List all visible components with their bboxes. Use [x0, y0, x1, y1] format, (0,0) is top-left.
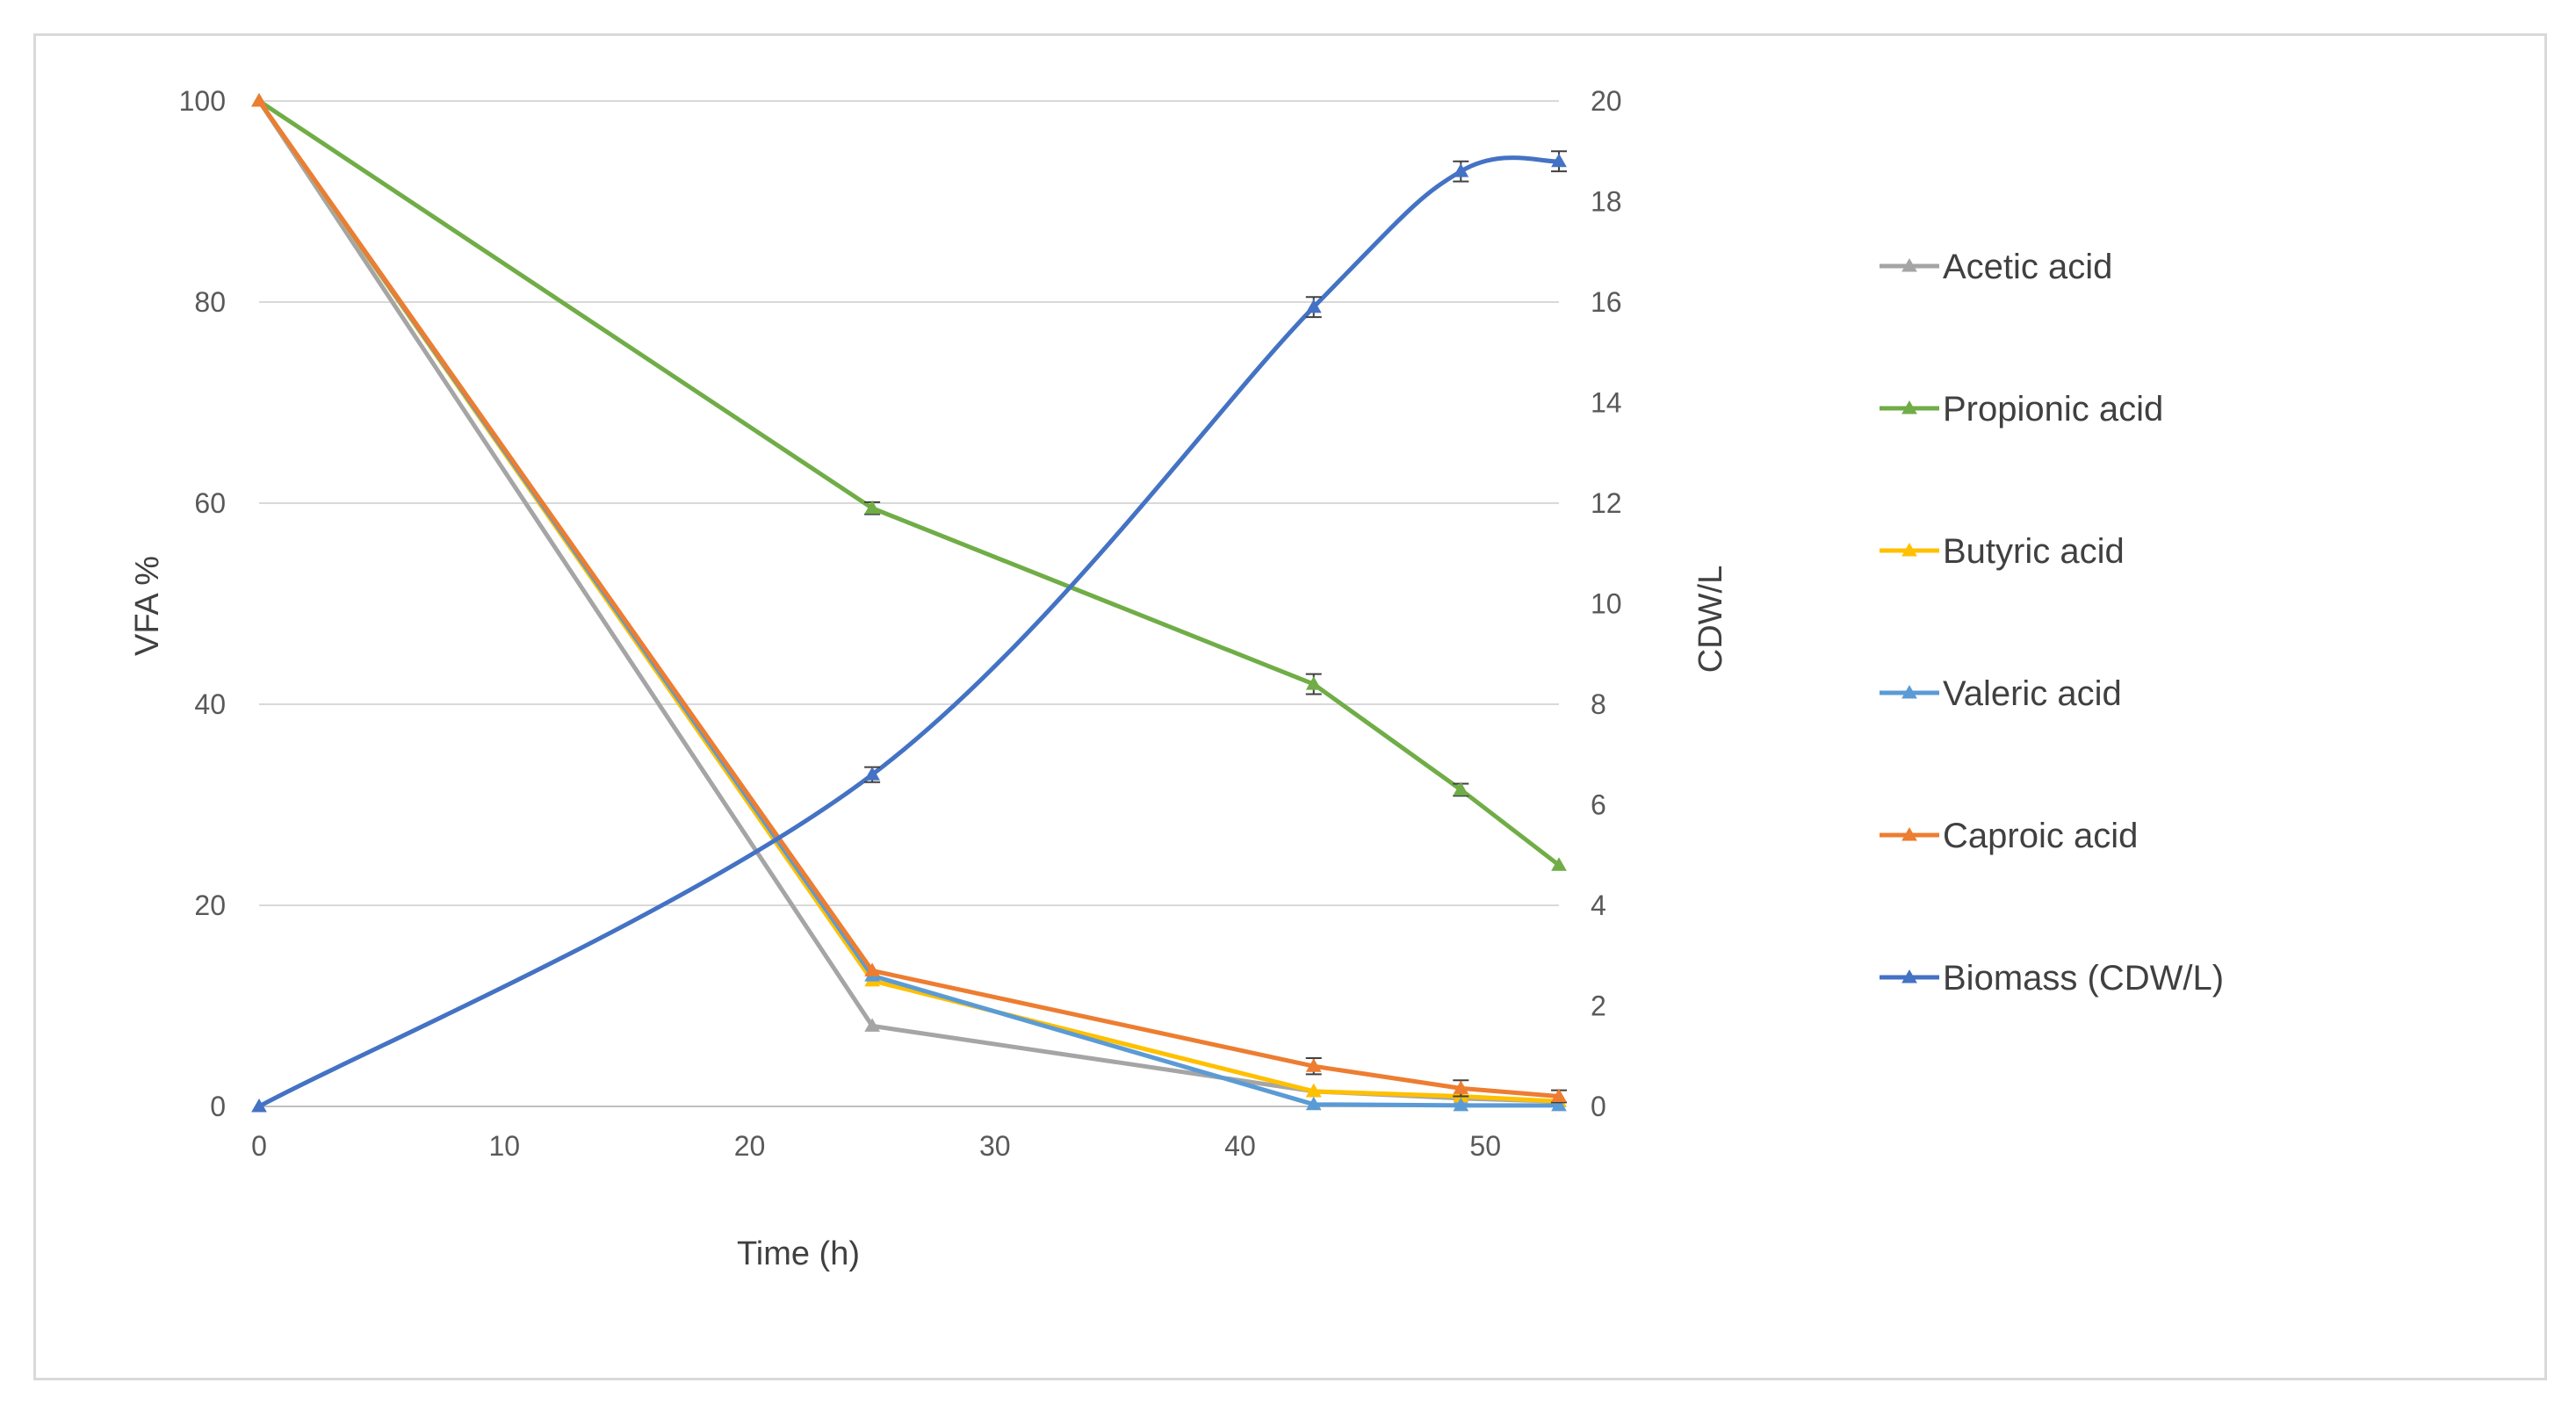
data-point	[1551, 1097, 1567, 1112]
y2-tick-label: 6	[1591, 789, 1606, 821]
y-tick-label: 80	[194, 286, 226, 318]
legend-label: Caproic acid	[1943, 817, 2138, 855]
series-line	[256, 99, 1560, 1099]
y2-tick-label: 2	[1591, 991, 1606, 1022]
data-point	[1305, 299, 1322, 313]
y2-tick-label: 10	[1591, 588, 1622, 620]
legend: Acetic acid Propionic acid Butyric acid Val…	[1880, 248, 2224, 998]
series-line	[257, 98, 1561, 868]
y2-tick-label: 8	[1591, 688, 1606, 720]
data-point	[251, 92, 267, 107]
data-point	[864, 1018, 880, 1032]
data-point	[864, 500, 880, 515]
y2-axis-title: CDW/L	[1692, 566, 1729, 673]
series-line	[257, 155, 1560, 1109]
legend-label: Butyric acid	[1943, 532, 2125, 571]
y2-tick-label: 0	[1591, 1091, 1606, 1122]
y-tick-label: 0	[210, 1091, 226, 1122]
legend-item: Propionic acid	[1880, 390, 2163, 429]
data-point	[1453, 163, 1469, 177]
x-axis-ticks: 0 10 20 30 40 50	[251, 1130, 1501, 1162]
legend-item: Butyric acid	[1880, 532, 2125, 571]
data-point	[1551, 857, 1567, 871]
y-tick-label: 100	[179, 85, 226, 117]
series-caproic-acid	[251, 92, 1567, 1104]
y-axis-ticks: 0 20 40 60 80 100	[179, 85, 226, 1122]
gridlines	[259, 100, 1559, 1107]
series-line	[256, 99, 1560, 1104]
legend-label: Propionic acid	[1943, 390, 2163, 429]
legend-item: Acetic acid	[1880, 248, 2112, 286]
y2-tick-label: 14	[1591, 387, 1622, 419]
y2-tick-label: 20	[1591, 85, 1622, 117]
data-point	[1453, 1097, 1469, 1112]
y2-tick-label: 12	[1591, 487, 1622, 519]
legend-label: Acetic acid	[1943, 248, 2112, 286]
legend-item: Valeric acid	[1880, 674, 2122, 713]
x-tick-label: 20	[734, 1130, 766, 1162]
y-tick-label: 40	[194, 688, 226, 720]
data-point	[1901, 400, 1917, 414]
data-point	[1453, 782, 1469, 796]
data-point	[1901, 542, 1917, 557]
legend-item: Caproic acid	[1880, 817, 2138, 855]
y2-tick-label: 16	[1591, 286, 1622, 318]
series-biomass-cdw-l	[251, 150, 1567, 1113]
x-axis-title: Time (h)	[737, 1236, 860, 1272]
series-acetic-acid	[251, 92, 1567, 1107]
data-point	[1453, 1080, 1469, 1094]
x-tick-label: 30	[979, 1130, 1011, 1162]
data-point	[1551, 1088, 1567, 1103]
data-point	[864, 962, 880, 976]
x-tick-label: 40	[1224, 1130, 1256, 1162]
data-point	[1305, 676, 1322, 690]
chart-frame	[33, 33, 2547, 1380]
data-point	[864, 767, 880, 781]
series-line	[256, 99, 1559, 1108]
x-tick-label: 0	[251, 1130, 267, 1162]
data-point	[251, 1098, 267, 1113]
data-point	[1901, 684, 1917, 699]
data-point	[1551, 153, 1567, 168]
legend-label: Biomass (CDW/L)	[1943, 959, 2224, 998]
data-point	[1901, 826, 1917, 841]
y2-axis-ticks: 0 2 4 6 8 10 12 14 16 18 20	[1591, 85, 1622, 1122]
data-point	[1305, 1096, 1322, 1111]
series-butyric-acid	[251, 92, 1567, 1107]
y-tick-label: 20	[194, 890, 226, 921]
y-axis-title: VFA %	[129, 556, 166, 656]
x-tick-label: 50	[1469, 1130, 1501, 1162]
data-point	[1901, 257, 1917, 272]
x-tick-label: 10	[488, 1130, 520, 1162]
series-layer	[251, 92, 1567, 1113]
y2-tick-label: 4	[1591, 890, 1606, 921]
data-point	[1305, 1058, 1322, 1072]
series-line	[256, 99, 1560, 1104]
data-point	[1901, 969, 1917, 983]
series-propionic-acid	[251, 92, 1567, 871]
y2-tick-label: 18	[1591, 186, 1622, 218]
legend-item: Biomass (CDW/L)	[1880, 959, 2224, 998]
series-valeric-acid	[251, 92, 1567, 1112]
y-tick-label: 60	[194, 487, 226, 519]
legend-label: Valeric acid	[1943, 674, 2122, 713]
